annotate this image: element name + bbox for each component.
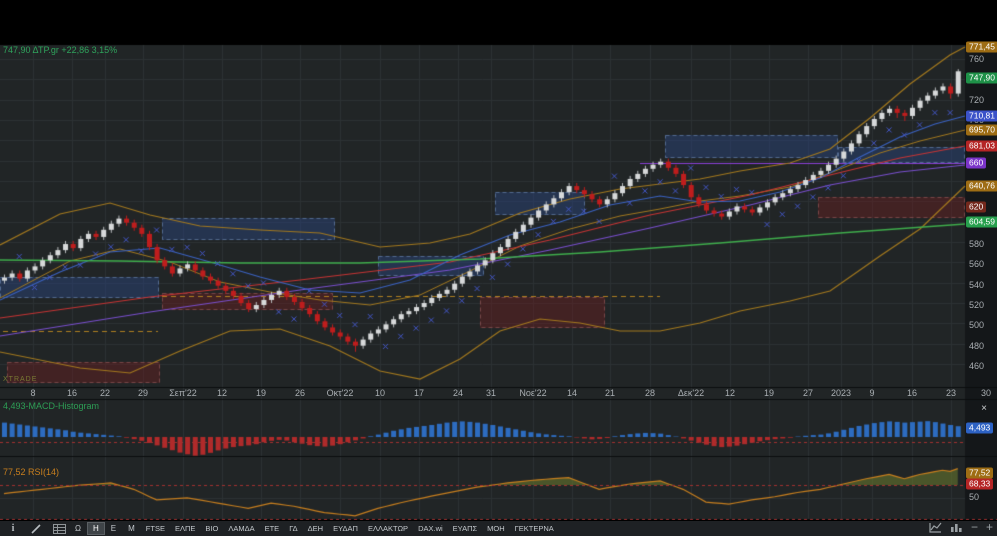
price-axis-badge: 604,59 [966,216,997,228]
time-axis-label: 14 [566,388,578,398]
chart-zoom-controls: − + [929,521,993,533]
price-axis-badge: 710,81 [966,110,997,122]
time-axis-label: 29 [137,388,149,398]
symbol-tab[interactable]: ΓΔ [289,524,298,533]
close-indicator-icon[interactable]: × [981,403,987,414]
time-axis-label: 28 [644,388,656,398]
zoom-in-button[interactable]: + [985,520,993,534]
price-axis-label: 500 [969,320,985,330]
symbol-tab[interactable]: ΛΑΜΔΑ [228,524,255,533]
symbol-tab[interactable]: ΕΥΔΑΠ [333,524,358,533]
price-axis-label: 460 [969,361,985,371]
time-axis-label: 19 [255,388,267,398]
symbol-tab[interactable]: ΓΕΚΤΕΡΝΑ [514,524,554,533]
platform-watermark: XTRADE [3,376,38,383]
symbol-tab[interactable]: FTSE [145,524,165,533]
time-axis-label: 26 [294,388,306,398]
price-axis-label: 560 [969,259,985,269]
time-axis-label: Νοε'22 [519,388,547,398]
price-axis-badge: 747,90 [966,72,997,84]
time-axis-label: Οκτ'22 [326,388,354,398]
time-axis-label: 16 [66,388,78,398]
symbol-tab[interactable]: ΕΥΑΠΣ [452,524,478,533]
price-axis-badge: 695,70 [966,124,997,136]
timeframe-button-Ω[interactable]: Ω [75,524,81,533]
histogram-icon[interactable] [950,522,963,533]
symbol-quote-line: 747,90 ΔΤΡ.gr +22,86 3,15% [3,45,118,55]
time-axis-label: 24 [452,388,464,398]
price-axis-label: 540 [969,280,985,290]
time-axis-label: Δεκ'22 [677,388,705,398]
symbol-tab[interactable]: ΕΤΕ [264,524,280,533]
symbol-tab[interactable]: ΕΛΠΕ [174,524,196,533]
time-axis-label: 9 [869,388,875,398]
rsi-mid-label: 50 [969,492,980,502]
rsi-indicator-label: 77,52 RSI(14) [3,467,60,477]
time-axis-label: 2023 [830,388,852,398]
time-axis-label: 23 [945,388,957,398]
draw-line-icon[interactable] [26,522,46,536]
rsi-value-badge: 77,52 [966,467,994,479]
zoom-out-button[interactable]: − [970,520,978,534]
price-axis-badge: 681,03 [966,140,997,152]
symbol-tab[interactable]: ΔΕΗ [307,524,324,533]
price-axis-badge: 620 [966,201,987,213]
rsi-band-badge: 68,33 [966,478,994,490]
price-axis-label: 480 [969,341,985,351]
time-axis-label: 31 [485,388,497,398]
price-axis-label: 580 [969,239,985,249]
time-axis-label: 21 [604,388,616,398]
line-chart-icon[interactable] [929,522,942,533]
timeframe-button-Μ[interactable]: Μ [128,524,135,533]
time-axis-label: 19 [763,388,775,398]
time-axis-label: Σεπ'22 [169,388,197,398]
symbol-tab[interactable]: DAX.wi [418,524,443,533]
time-axis-label: 30 [980,388,992,398]
price-axis-badge: 660 [966,157,987,169]
time-axis-label: 8 [30,388,36,398]
time-axis-label: 10 [374,388,386,398]
symbol-tab[interactable]: ΕΛΛΑΚΤΩΡ [367,524,409,533]
time-axis-label: 27 [802,388,814,398]
timeframe-button-Η[interactable]: Η [86,522,105,535]
time-axis-label: 12 [724,388,736,398]
timeframe-button-Ε[interactable]: Ε [110,524,117,533]
watchlist-grid-icon[interactable] [49,522,69,536]
time-axis-label: 16 [906,388,918,398]
symbol-tabs: FTSE ΕΛΠΕ ΒΙΟ ΛΑΜΔΑ ΕΤΕ ΓΔ ΔΕΗ ΕΥΔΑΠ ΕΛΛΑΚΤΩΡ DAX… [141,522,559,535]
info-icon[interactable]: i [11,523,15,534]
symbol-tab[interactable]: ΜΟΗ [487,524,505,533]
price-axis-label: 760 [969,54,985,64]
price-axis-badge: 771,45 [966,41,997,53]
price-axis-badge: 640,76 [966,180,997,192]
time-axis-label: 22 [99,388,111,398]
price-axis-label: 520 [969,300,985,310]
time-axis-label: 12 [216,388,228,398]
time-axis-label: 17 [413,388,425,398]
macd-value-badge: 4,493 [966,422,994,434]
macd-indicator-label: 4,493-MACD-Histogram [3,401,100,411]
price-axis-label: 720 [969,95,985,105]
symbol-tab[interactable]: ΒΙΟ [205,524,219,533]
